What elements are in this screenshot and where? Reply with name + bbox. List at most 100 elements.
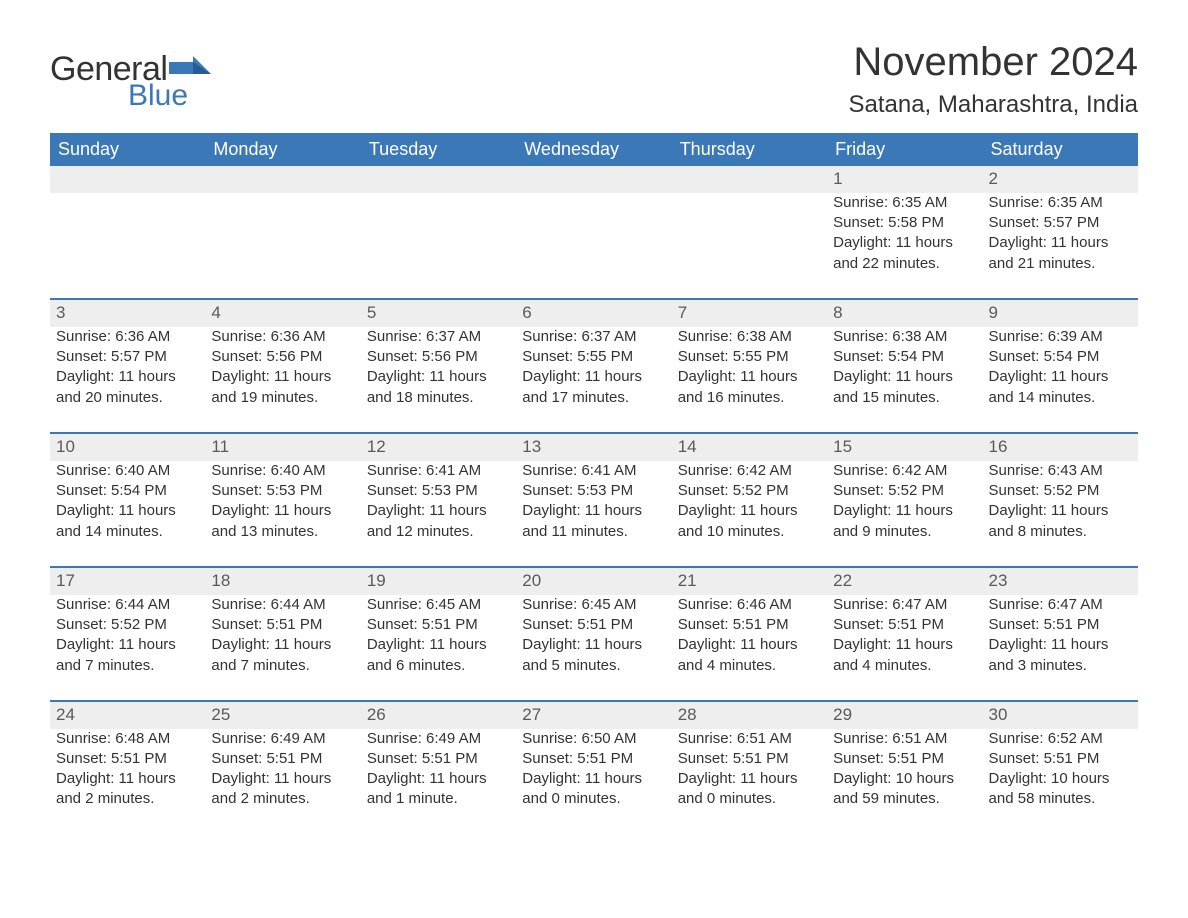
day-number-cell: 3 xyxy=(50,299,205,327)
sunrise-line: Sunrise: 6:45 AM xyxy=(367,595,510,615)
sunrise-line: Sunrise: 6:42 AM xyxy=(833,461,976,481)
day-detail-cell: Sunrise: 6:41 AMSunset: 5:53 PMDaylight:… xyxy=(361,461,516,567)
day-number-cell: 22 xyxy=(827,567,982,595)
daylight-line: Daylight: 11 hours and 18 minutes. xyxy=(367,367,510,408)
day-detail-cell: Sunrise: 6:50 AMSunset: 5:51 PMDaylight:… xyxy=(516,729,671,834)
day-detail-row: Sunrise: 6:36 AMSunset: 5:57 PMDaylight:… xyxy=(50,327,1138,433)
sunrise-line: Sunrise: 6:39 AM xyxy=(989,327,1132,347)
daylight-line: Daylight: 11 hours and 21 minutes. xyxy=(989,233,1132,274)
day-number-cell: 1 xyxy=(827,166,982,193)
sunrise-line: Sunrise: 6:35 AM xyxy=(833,193,976,213)
daylight-line: Daylight: 11 hours and 9 minutes. xyxy=(833,501,976,542)
day-number-cell: 27 xyxy=(516,701,671,729)
sunset-line: Sunset: 5:53 PM xyxy=(367,481,510,501)
sunrise-line: Sunrise: 6:37 AM xyxy=(367,327,510,347)
sunset-line: Sunset: 5:54 PM xyxy=(833,347,976,367)
day-detail-cell xyxy=(205,193,360,299)
sunset-line: Sunset: 5:55 PM xyxy=(522,347,665,367)
day-detail-cell: Sunrise: 6:45 AMSunset: 5:51 PMDaylight:… xyxy=(516,595,671,701)
day-number-cell: 8 xyxy=(827,299,982,327)
sunset-line: Sunset: 5:54 PM xyxy=(56,481,199,501)
sunset-line: Sunset: 5:57 PM xyxy=(989,213,1132,233)
sunset-line: Sunset: 5:55 PM xyxy=(678,347,821,367)
sunset-line: Sunset: 5:54 PM xyxy=(989,347,1132,367)
daylight-line: Daylight: 11 hours and 22 minutes. xyxy=(833,233,976,274)
day-detail-cell: Sunrise: 6:36 AMSunset: 5:56 PMDaylight:… xyxy=(205,327,360,433)
day-detail-cell: Sunrise: 6:35 AMSunset: 5:57 PMDaylight:… xyxy=(983,193,1138,299)
day-number-cell: 7 xyxy=(672,299,827,327)
day-number-cell: 30 xyxy=(983,701,1138,729)
day-detail-cell xyxy=(50,193,205,299)
sunset-line: Sunset: 5:51 PM xyxy=(833,615,976,635)
sunrise-line: Sunrise: 6:40 AM xyxy=(56,461,199,481)
sunrise-line: Sunrise: 6:37 AM xyxy=(522,327,665,347)
day-detail-cell xyxy=(516,193,671,299)
sunset-line: Sunset: 5:56 PM xyxy=(367,347,510,367)
day-detail-cell: Sunrise: 6:38 AMSunset: 5:54 PMDaylight:… xyxy=(827,327,982,433)
day-number-cell: 12 xyxy=(361,433,516,461)
day-detail-cell: Sunrise: 6:52 AMSunset: 5:51 PMDaylight:… xyxy=(983,729,1138,834)
day-number-cell: 15 xyxy=(827,433,982,461)
day-detail-row: Sunrise: 6:48 AMSunset: 5:51 PMDaylight:… xyxy=(50,729,1138,834)
brand-logo: General Blue xyxy=(50,50,211,113)
day-detail-cell: Sunrise: 6:36 AMSunset: 5:57 PMDaylight:… xyxy=(50,327,205,433)
day-detail-cell xyxy=(672,193,827,299)
weekday-header: Saturday xyxy=(983,133,1138,166)
sunset-line: Sunset: 5:57 PM xyxy=(56,347,199,367)
weekday-header: Friday xyxy=(827,133,982,166)
day-number-cell xyxy=(50,166,205,193)
daylight-line: Daylight: 11 hours and 4 minutes. xyxy=(678,635,821,676)
day-detail-cell: Sunrise: 6:49 AMSunset: 5:51 PMDaylight:… xyxy=(361,729,516,834)
sunrise-line: Sunrise: 6:35 AM xyxy=(989,193,1132,213)
daylight-line: Daylight: 11 hours and 0 minutes. xyxy=(522,769,665,810)
daylight-line: Daylight: 11 hours and 19 minutes. xyxy=(211,367,354,408)
day-detail-cell: Sunrise: 6:47 AMSunset: 5:51 PMDaylight:… xyxy=(983,595,1138,701)
day-detail-cell: Sunrise: 6:37 AMSunset: 5:56 PMDaylight:… xyxy=(361,327,516,433)
sunset-line: Sunset: 5:51 PM xyxy=(678,749,821,769)
sunrise-line: Sunrise: 6:41 AM xyxy=(367,461,510,481)
day-detail-cell: Sunrise: 6:51 AMSunset: 5:51 PMDaylight:… xyxy=(672,729,827,834)
day-number-row: 10111213141516 xyxy=(50,433,1138,461)
daylight-line: Daylight: 11 hours and 20 minutes. xyxy=(56,367,199,408)
day-detail-row: Sunrise: 6:40 AMSunset: 5:54 PM Daylight:… xyxy=(50,461,1138,567)
day-number-cell: 9 xyxy=(983,299,1138,327)
day-number-cell: 24 xyxy=(50,701,205,729)
sunset-line: Sunset: 5:51 PM xyxy=(522,749,665,769)
day-number-cell: 29 xyxy=(827,701,982,729)
sunrise-line: Sunrise: 6:51 AM xyxy=(678,729,821,749)
day-detail-cell: Sunrise: 6:38 AMSunset: 5:55 PMDaylight:… xyxy=(672,327,827,433)
sunrise-line: Sunrise: 6:50 AM xyxy=(522,729,665,749)
day-detail-cell: Sunrise: 6:45 AMSunset: 5:51 PMDaylight:… xyxy=(361,595,516,701)
sunrise-line: Sunrise: 6:49 AM xyxy=(367,729,510,749)
day-number-cell: 28 xyxy=(672,701,827,729)
daylight-line: Daylight: 11 hours and 6 minutes. xyxy=(367,635,510,676)
day-number-row: 17181920212223 xyxy=(50,567,1138,595)
day-number-cell: 10 xyxy=(50,433,205,461)
page-title: November 2024 xyxy=(848,40,1138,85)
day-number-cell: 26 xyxy=(361,701,516,729)
sunset-line: Sunset: 5:51 PM xyxy=(211,615,354,635)
daylight-line: Daylight: 10 hours and 59 minutes. xyxy=(833,769,976,810)
sunset-line: Sunset: 5:51 PM xyxy=(367,615,510,635)
day-detail-cell xyxy=(361,193,516,299)
sunset-line: Sunset: 5:51 PM xyxy=(522,615,665,635)
day-number-cell xyxy=(516,166,671,193)
sunrise-line: Sunrise: 6:48 AM xyxy=(56,729,199,749)
weekday-header: Monday xyxy=(205,133,360,166)
day-number-cell: 25 xyxy=(205,701,360,729)
sunrise-line: Sunrise: 6:47 AM xyxy=(833,595,976,615)
day-detail-cell: Sunrise: 6:44 AMSunset: 5:51 PMDaylight:… xyxy=(205,595,360,701)
sunrise-line: Sunrise: 6:45 AM xyxy=(522,595,665,615)
day-number-cell: 11 xyxy=(205,433,360,461)
day-number-cell xyxy=(672,166,827,193)
sunset-line: Sunset: 5:52 PM xyxy=(833,481,976,501)
daylight-line: Daylight: 11 hours and 12 minutes. xyxy=(367,501,510,542)
sunset-line: Sunset: 5:52 PM xyxy=(678,481,821,501)
sunrise-line: Sunrise: 6:51 AM xyxy=(833,729,976,749)
day-number-cell: 13 xyxy=(516,433,671,461)
sunrise-line: Sunrise: 6:36 AM xyxy=(211,327,354,347)
brand-part2: Blue xyxy=(128,79,188,113)
day-number-row: 24252627282930 xyxy=(50,701,1138,729)
day-number-cell: 19 xyxy=(361,567,516,595)
day-number-cell xyxy=(205,166,360,193)
